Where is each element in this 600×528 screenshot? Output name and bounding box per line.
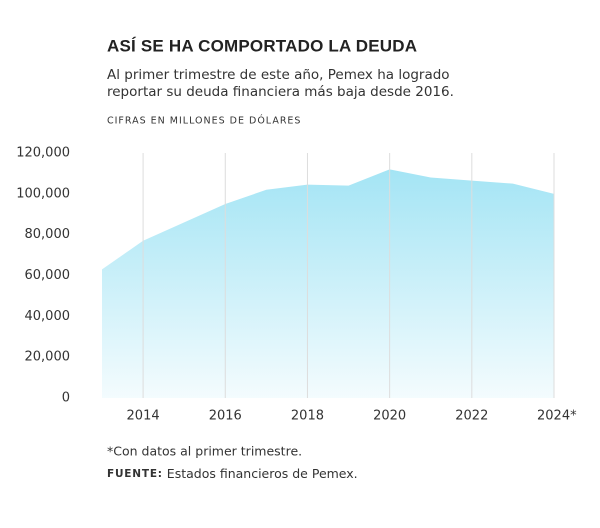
subtitle: reportar su deuda financiera más baja de…: [107, 84, 454, 100]
x-tick-label: 2014: [127, 409, 160, 424]
y-tick-label: 0: [62, 391, 70, 406]
y-tick-label: 40,000: [25, 309, 71, 324]
y-tick-label: 20,000: [25, 350, 71, 365]
y-tick-label: 100,000: [16, 186, 70, 201]
units-label: CIFRAS EN MILLONES DE DÓLARES: [107, 115, 301, 127]
chart-title: ASÍ SE HA COMPORTADO LA DEUDA: [107, 36, 417, 55]
x-tick-label: 2018: [291, 409, 324, 424]
y-tick-label: 120,000: [16, 146, 70, 161]
footnote: *Con datos al primer trimestre.: [107, 444, 302, 459]
x-tick-label: 2020: [373, 409, 406, 424]
source: FUENTE: Estados financieros de Pemex.: [107, 466, 358, 481]
y-tick-label: 60,000: [25, 268, 71, 283]
source-text: Estados financieros de Pemex.: [167, 466, 358, 481]
x-tick-label: 2024*: [537, 409, 577, 424]
subtitle: Al primer trimestre de este año, Pemex h…: [107, 67, 450, 83]
x-tick-label: 2016: [209, 409, 242, 424]
x-tick-label: 2022: [455, 409, 488, 424]
source-label: FUENTE:: [107, 468, 163, 480]
area: [102, 169, 554, 398]
grid: [142, 153, 555, 398]
y-tick-label: 80,000: [25, 227, 71, 242]
